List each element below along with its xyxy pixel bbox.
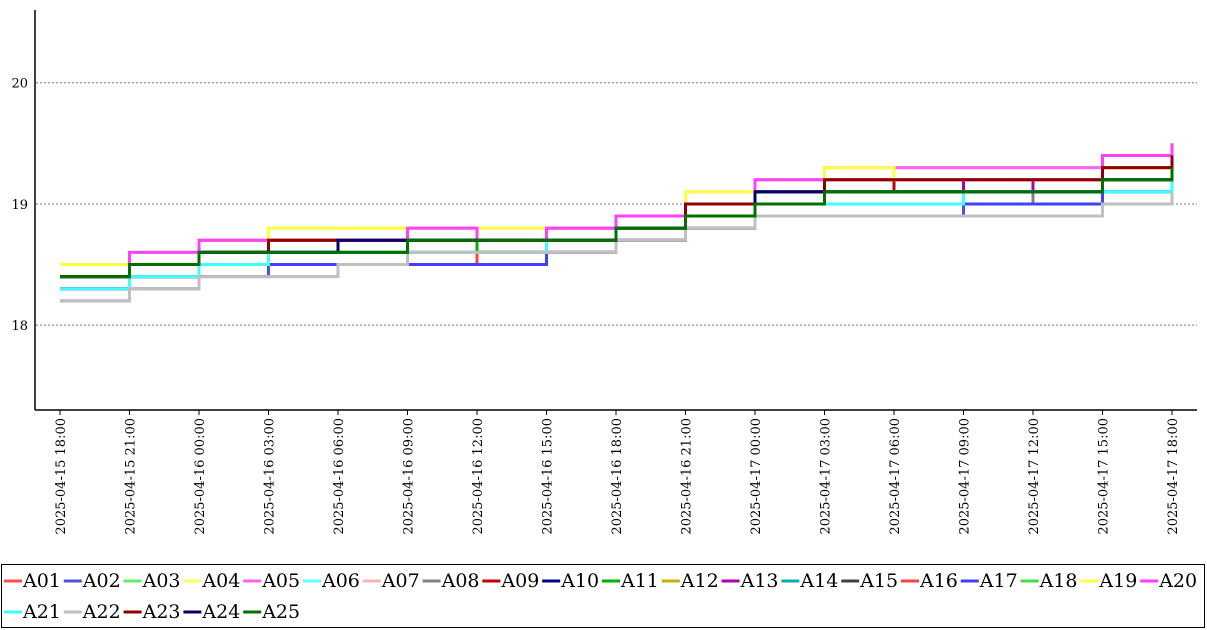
legend-label: A10 [560,570,599,592]
legend-label: A03 [142,570,181,592]
series-line [60,143,1174,279]
x-tick-label: 2025-04-16 09:00 [402,418,417,535]
legend-box [1,564,1205,628]
legend-label: A01 [22,570,61,592]
x-tick-label: 2025-04-16 00:00 [193,418,208,535]
legend-label: A19 [1098,570,1137,592]
x-tick-label: 2025-04-15 21:00 [124,418,139,535]
legend-label: A05 [261,570,300,592]
legend-label: A02 [82,570,121,592]
legend-label: A15 [859,570,898,592]
x-tick-label: 2025-04-16 03:00 [263,418,278,535]
legend-label: A18 [1039,570,1078,592]
legend-label: A22 [82,601,121,623]
x-tick-label: 2025-04-16 21:00 [680,418,695,535]
legend-label: A08 [441,570,480,592]
legend-label: A17 [979,570,1018,592]
x-tick-label: 2025-04-16 15:00 [541,418,556,535]
legend-label: A16 [919,570,958,592]
x-tick-label: 2025-04-17 15:00 [1097,418,1112,535]
x-tick-label: 2025-04-15 18:00 [54,418,69,535]
x-tick-label: 2025-04-16 12:00 [471,418,486,535]
legend-label: A25 [261,601,300,623]
x-tick-label: 2025-04-17 12:00 [1027,418,1042,535]
x-tick-label: 2025-04-17 03:00 [819,418,834,535]
x-tick-label: 2025-04-17 09:00 [958,418,973,535]
legend-label: A13 [740,570,779,592]
y-tick-label: 19 [11,198,28,213]
legend-label: A24 [201,601,240,623]
legend-label: A20 [1158,570,1197,592]
series-line [60,191,1174,303]
series-line [60,167,1174,279]
legend-label: A11 [620,570,659,592]
x-tick-label: 2025-04-16 18:00 [610,418,625,535]
legend-label: A14 [799,570,838,592]
y-tick-label: 18 [11,319,28,334]
x-tick-label: 2025-04-16 06:00 [332,418,347,535]
legend-label: A07 [381,570,420,592]
x-tick-label: 2025-04-17 18:00 [1166,418,1181,535]
legend-label: A12 [680,570,719,592]
legend-label: A09 [500,570,539,592]
x-tick-label: 2025-04-17 00:00 [749,418,764,535]
legend-label: A04 [201,570,240,592]
legend-label: A21 [22,601,61,623]
y-tick-label: 20 [11,77,28,92]
x-tick-label: 2025-04-17 06:00 [888,418,903,535]
series-line [60,143,1174,279]
legend-label: A06 [321,570,360,592]
legend-label: A23 [142,601,181,623]
